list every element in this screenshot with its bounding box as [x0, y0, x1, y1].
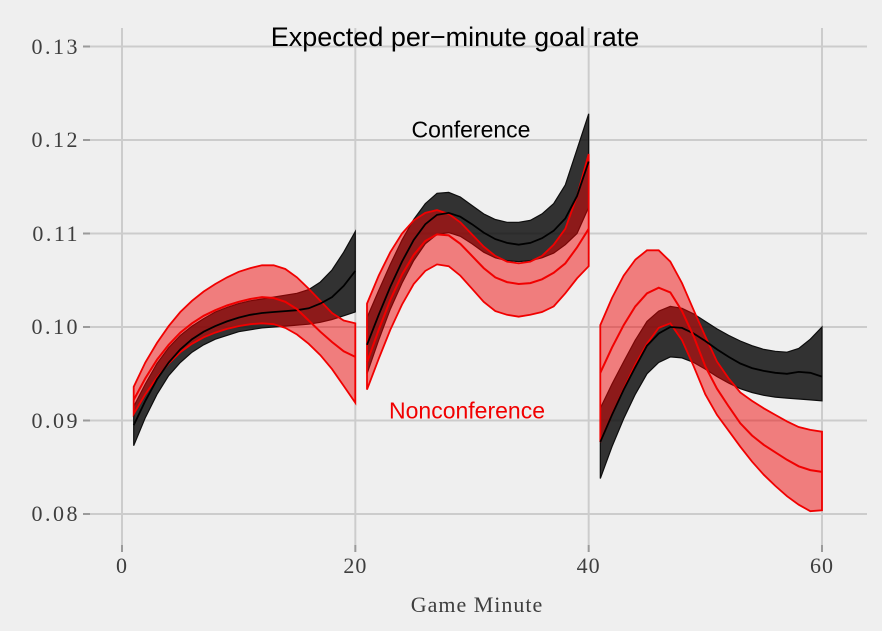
x-tick-label: 60	[810, 553, 834, 578]
x-tick-label: 0	[116, 553, 128, 578]
y-tick-label: 0.08	[31, 501, 80, 526]
series-label-nonconference: Nonconference	[389, 397, 545, 424]
chart-title: Expected per−minute goal rate	[270, 22, 640, 52]
nonconference-rate-line	[132, 296, 356, 401]
y-tick-label: 0.13	[31, 33, 80, 59]
y-tick-label: 0.12	[31, 127, 80, 152]
x-tick-label: 20	[343, 553, 368, 578]
y-tick-label: 0.10	[31, 314, 80, 339]
nonconference-confidence-band	[132, 264, 357, 418]
nonconference-rate-line	[599, 286, 823, 473]
conference-confidence-band	[599, 305, 823, 479]
y-tick-label: 0.09	[31, 407, 80, 433]
series-label-conference: Conference	[411, 116, 531, 143]
conference-rate-line	[132, 270, 357, 426]
nonconference-rate-line	[366, 228, 590, 363]
conference-confidence-band	[133, 229, 356, 446]
x-tick-label: 40	[576, 553, 601, 578]
conference-rate-line	[366, 161, 590, 346]
y-tick-label: 0.11	[32, 220, 80, 246]
conference-rate-line	[599, 326, 823, 443]
x-axis-title: Game Minute	[410, 592, 544, 617]
